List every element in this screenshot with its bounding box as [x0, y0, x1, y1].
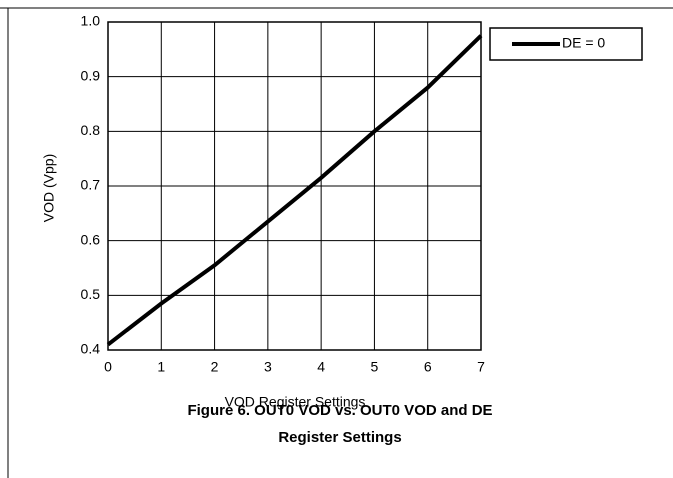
y-tick-label: 0.7 — [81, 177, 101, 193]
x-tick-label: 1 — [157, 359, 165, 375]
x-tick-label: 5 — [371, 359, 379, 375]
y-tick-label: 1.0 — [81, 13, 101, 29]
x-tick-label: 6 — [424, 359, 432, 375]
y-axis-label: VOD (Vpp) — [41, 154, 57, 222]
data-line — [106, 34, 483, 347]
x-tick-label: 4 — [317, 359, 325, 375]
y-tick-label: 0.5 — [81, 286, 101, 302]
y-tick-label: 0.9 — [81, 67, 101, 83]
x-tick-label: 3 — [264, 359, 272, 375]
legend-label: DE = 0 — [562, 35, 605, 51]
y-tick-label: 0.8 — [81, 122, 101, 138]
y-tick-label: 0.6 — [81, 231, 101, 247]
x-axis-label: VOD Register Settings — [225, 394, 366, 410]
y-tick-label: 0.4 — [81, 341, 101, 357]
plot-border — [107, 21, 482, 351]
x-tick-label: 0 — [104, 359, 112, 375]
x-tick-label: 7 — [477, 359, 485, 375]
x-tick-label: 2 — [211, 359, 219, 375]
chart-title: Figure 6. OUT0 VOD vs. OUT0 VOD and DE R… — [187, 402, 493, 446]
